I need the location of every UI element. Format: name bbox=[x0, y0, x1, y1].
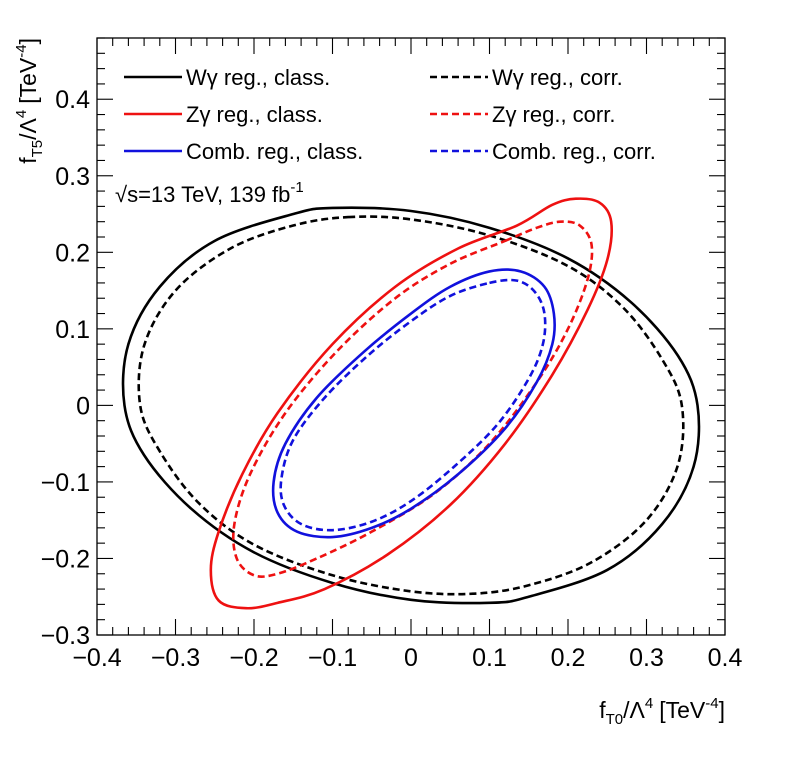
x-title-sup: 4 bbox=[645, 695, 653, 712]
y-title-sup: 4 bbox=[13, 110, 30, 118]
legend-label-3: Zγ reg., corr. bbox=[492, 102, 615, 127]
y-tick-label: −0.3 bbox=[41, 622, 90, 650]
annotation-text: s=13 TeV, 139 fb bbox=[127, 182, 290, 207]
x-axis-title: fT0/Λ4 [TeV-4] bbox=[599, 695, 725, 728]
legend-label-0: Wγ reg., class. bbox=[186, 65, 330, 90]
y-tick-label: 0.2 bbox=[55, 239, 90, 267]
legend-label-4: Comb. reg., class. bbox=[186, 139, 363, 164]
y-axis-title: fT5/Λ4 [TeV-4] bbox=[13, 38, 46, 164]
y-tick-label: 0.1 bbox=[55, 316, 90, 344]
y-title-main: f bbox=[15, 157, 41, 164]
y-tick-label: 0.3 bbox=[55, 163, 90, 191]
legend: Wγ reg., class. Zγ reg., class. Comb. reg.… bbox=[124, 65, 656, 164]
legend-label-5: Comb. reg., corr. bbox=[492, 139, 656, 164]
legend-label-1: Wγ reg., corr. bbox=[492, 65, 623, 90]
x-tick-label: 0.2 bbox=[551, 644, 586, 672]
x-tick-label: −0.1 bbox=[308, 644, 357, 672]
x-title-unit-sup: -4 bbox=[705, 695, 718, 712]
tick-labels: −0.4 −0.3 −0.2 −0.1 0 0.1 0.2 0.3 0.4−0.3−0.2−0.… bbox=[41, 86, 743, 672]
x-tick-label: −0.3 bbox=[151, 644, 200, 672]
contour-series-2 bbox=[209, 197, 613, 610]
y-tick-label: 0 bbox=[76, 392, 90, 420]
contour-series-5 bbox=[279, 278, 547, 532]
contour-series-4 bbox=[271, 268, 557, 539]
x-title-unit-close: ] bbox=[719, 697, 725, 723]
x-tick-label: −0.2 bbox=[229, 644, 278, 672]
x-tick-label: −0.4 bbox=[72, 644, 121, 672]
x-tick-label: 0.1 bbox=[472, 644, 507, 672]
y-tick-label: −0.1 bbox=[41, 469, 90, 497]
legend-label-2: Zγ reg., class. bbox=[186, 102, 323, 127]
y-title-unit-sup: -4 bbox=[13, 44, 30, 57]
y-title-rest: /Λ bbox=[15, 117, 41, 139]
x-title-rest: /Λ bbox=[623, 697, 645, 723]
energy-luminosity-annotation: √s=13 TeV, 139 fb-1 bbox=[115, 179, 304, 207]
x-tick-label: 0 bbox=[404, 644, 418, 672]
axis-ticks bbox=[96, 37, 726, 636]
contour-series-0 bbox=[121, 206, 701, 605]
y-tick-label: −0.2 bbox=[41, 545, 90, 573]
x-title-unit: [TeV bbox=[659, 697, 706, 723]
contour-series-3 bbox=[231, 220, 594, 578]
contour-layer bbox=[121, 197, 701, 610]
plot-frame bbox=[96, 37, 726, 636]
x-title-sub: T0 bbox=[606, 711, 624, 728]
x-title-main: f bbox=[599, 697, 606, 723]
y-title-sub: T5 bbox=[29, 140, 46, 158]
annotation-sup: -1 bbox=[290, 179, 303, 196]
y-title-unit-close: ] bbox=[15, 38, 41, 44]
contour-series-1 bbox=[137, 215, 685, 596]
y-title-unit: [TeV bbox=[15, 57, 41, 104]
y-tick-label: 0.4 bbox=[55, 86, 90, 114]
sqrt-symbol: √ bbox=[115, 182, 128, 207]
x-tick-label: 0.3 bbox=[629, 644, 664, 672]
x-tick-label: 0.4 bbox=[708, 644, 743, 672]
